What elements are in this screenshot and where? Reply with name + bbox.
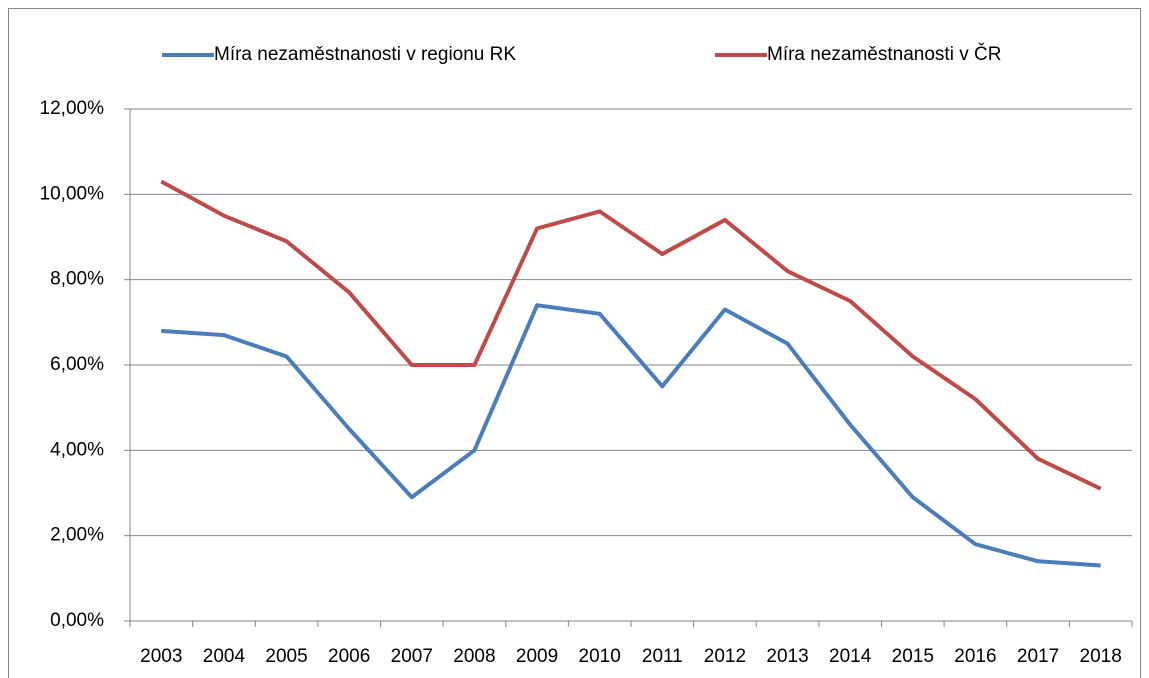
chart-frame (8, 8, 1141, 678)
x-tick-label: 2003 (140, 646, 182, 667)
y-tick-label: 6,00% (50, 354, 104, 375)
y-tick-label: 0,00% (50, 610, 104, 631)
y-tick-label: 12,00% (40, 98, 105, 119)
y-tick-label: 8,00% (50, 269, 104, 290)
x-tick-label: 2012 (704, 646, 746, 667)
x-tick-label: 2007 (391, 646, 433, 667)
legend-label: Míra nezaměstnanosti v regionu RK (214, 44, 516, 65)
series-line (161, 303, 1101, 568)
x-tick-label: 2017 (1017, 646, 1059, 667)
x-tick-label: 2014 (829, 646, 872, 667)
x-tick-label: 2015 (892, 646, 934, 667)
x-tick-label: 2004 (203, 646, 246, 667)
x-tick-label: 2016 (954, 646, 996, 667)
series-line (160, 179, 1102, 491)
x-tick-label: 2013 (766, 646, 808, 667)
x-tick-label: 2008 (453, 646, 495, 667)
x-tick-label: 2009 (516, 646, 558, 667)
x-tick-label: 2011 (642, 646, 683, 667)
x-tick-label: 2006 (328, 646, 370, 667)
x-tick-label: 2010 (579, 646, 621, 667)
legend-label: Míra nezaměstnanosti v ČR (767, 43, 1001, 65)
x-tick-label: 2005 (265, 646, 307, 667)
y-tick-label: 4,00% (50, 439, 104, 460)
x-tick-label: 2018 (1080, 646, 1122, 667)
y-tick-label: 2,00% (50, 525, 104, 546)
y-tick-label: 10,00% (40, 183, 105, 204)
